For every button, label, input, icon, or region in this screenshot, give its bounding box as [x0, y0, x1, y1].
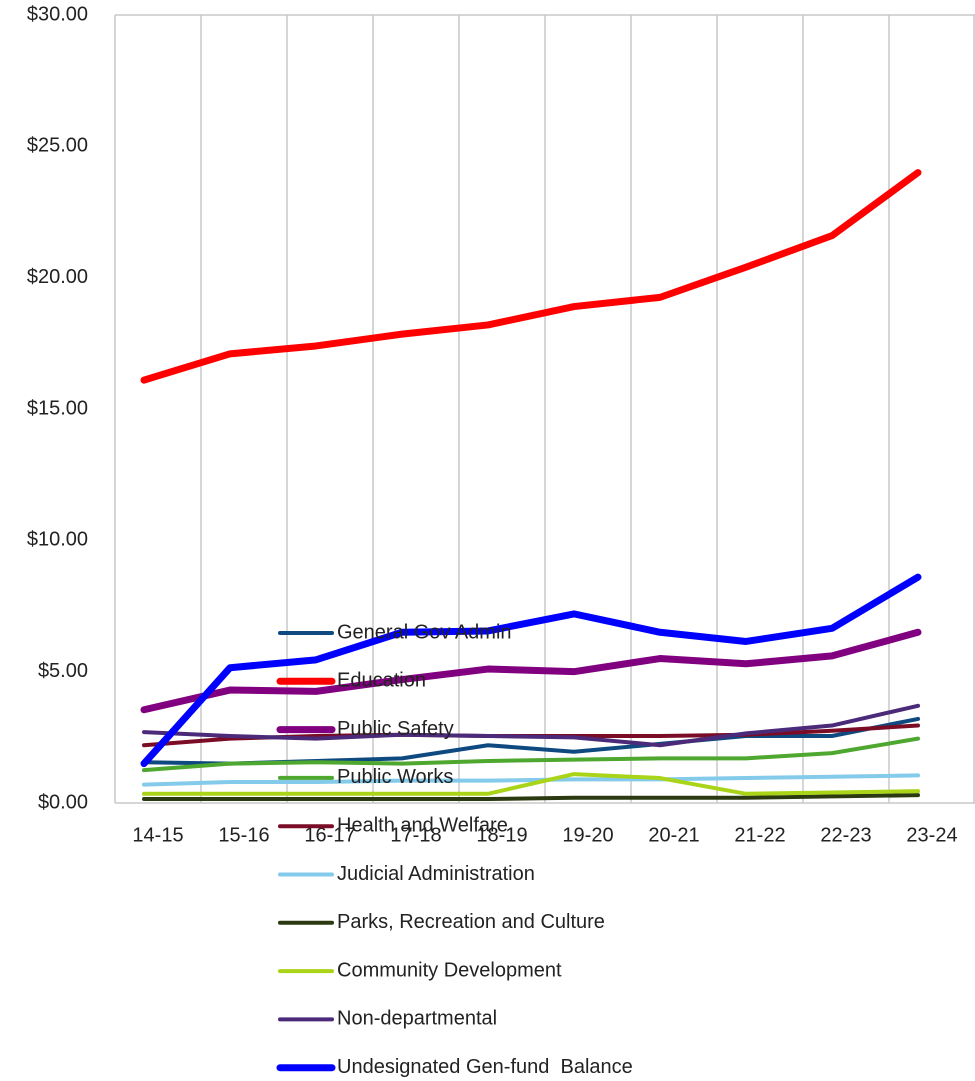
legend-label: Parks, Recreation and Culture	[337, 911, 605, 933]
x-tick-label: 21-22	[734, 824, 785, 846]
y-tick-label: $25.00	[27, 135, 88, 157]
legend-label: Education	[337, 670, 426, 692]
legend-label: General Gov Admin	[337, 621, 512, 643]
legend-label: Undesignated Gen-fund Balance	[337, 1056, 633, 1078]
series-line	[140, 169, 922, 384]
legend-label: Community Development	[337, 959, 562, 981]
x-tick-label: 20-21	[648, 824, 699, 846]
x-tick-label: 14-15	[132, 824, 183, 846]
legend-label: Public Works	[337, 766, 453, 788]
y-tick-label: $15.00	[27, 397, 88, 419]
legend-label: Health and Welfare	[337, 814, 508, 836]
y-tick-label: $30.00	[27, 3, 88, 25]
series-line	[142, 772, 920, 796]
series-line	[142, 773, 920, 787]
x-tick-label: 16-17	[304, 824, 355, 846]
series-line	[140, 628, 922, 714]
series-line	[142, 793, 920, 802]
y-tick-label: $5.00	[38, 660, 88, 682]
x-tick-label: 17-18	[390, 824, 441, 846]
series-line	[142, 736, 920, 773]
x-tick-label: 23-24	[906, 824, 957, 846]
x-tick-label: 22-23	[820, 824, 871, 846]
x-tick-label: 18-19	[476, 824, 527, 846]
y-tick-label: $10.00	[27, 529, 88, 551]
legend-label: Non-departmental	[337, 1008, 497, 1030]
legend-label: Public Safety	[337, 718, 454, 740]
series-line	[140, 573, 922, 768]
legend-label: Judicial Administration	[337, 863, 535, 885]
x-tick-label: 15-16	[218, 824, 269, 846]
x-tick-label: 19-20	[562, 824, 613, 846]
y-tick-label: $0.00	[38, 791, 88, 813]
series-line	[142, 703, 920, 748]
y-tick-label: $20.00	[27, 266, 88, 288]
